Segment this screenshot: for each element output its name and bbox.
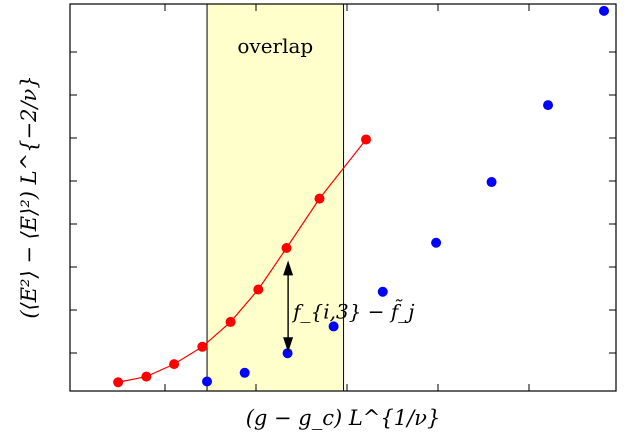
red-data-point — [197, 341, 208, 352]
red-data-point — [141, 371, 152, 382]
red-data-point — [113, 377, 124, 388]
plot-frame — [69, 3, 617, 392]
x-axis-label: (g − g_c) L^{1/ν} — [246, 406, 441, 430]
blue-data-point — [202, 376, 213, 387]
data-points — [113, 5, 609, 388]
overlap-label: overlap — [237, 34, 313, 58]
blue-data-point — [377, 286, 388, 297]
arrow-head-up — [283, 260, 294, 276]
difference-arrow — [283, 260, 294, 353]
red-data-point — [361, 134, 372, 145]
blue-data-point — [486, 177, 497, 188]
axis-ticks — [70, 4, 616, 391]
blue-data-point — [431, 237, 442, 248]
red-data-point — [225, 316, 236, 327]
red-data-point — [169, 359, 180, 370]
red-data-point — [314, 193, 325, 204]
arrow-head-down — [283, 337, 294, 353]
blue-data-point — [599, 5, 609, 16]
difference-annotation: f_{i,3} − f̃_j — [291, 299, 414, 323]
blue-data-point — [543, 100, 554, 111]
blue-data-point — [239, 367, 250, 378]
blue-data-point — [282, 348, 293, 359]
blue-data-point — [328, 321, 339, 332]
y-axis-label: (⟨E²⟩ − ⟨E⟩²) L^{−2/ν} — [17, 75, 41, 318]
red-data-point — [253, 284, 264, 295]
red-data-point — [281, 243, 292, 254]
